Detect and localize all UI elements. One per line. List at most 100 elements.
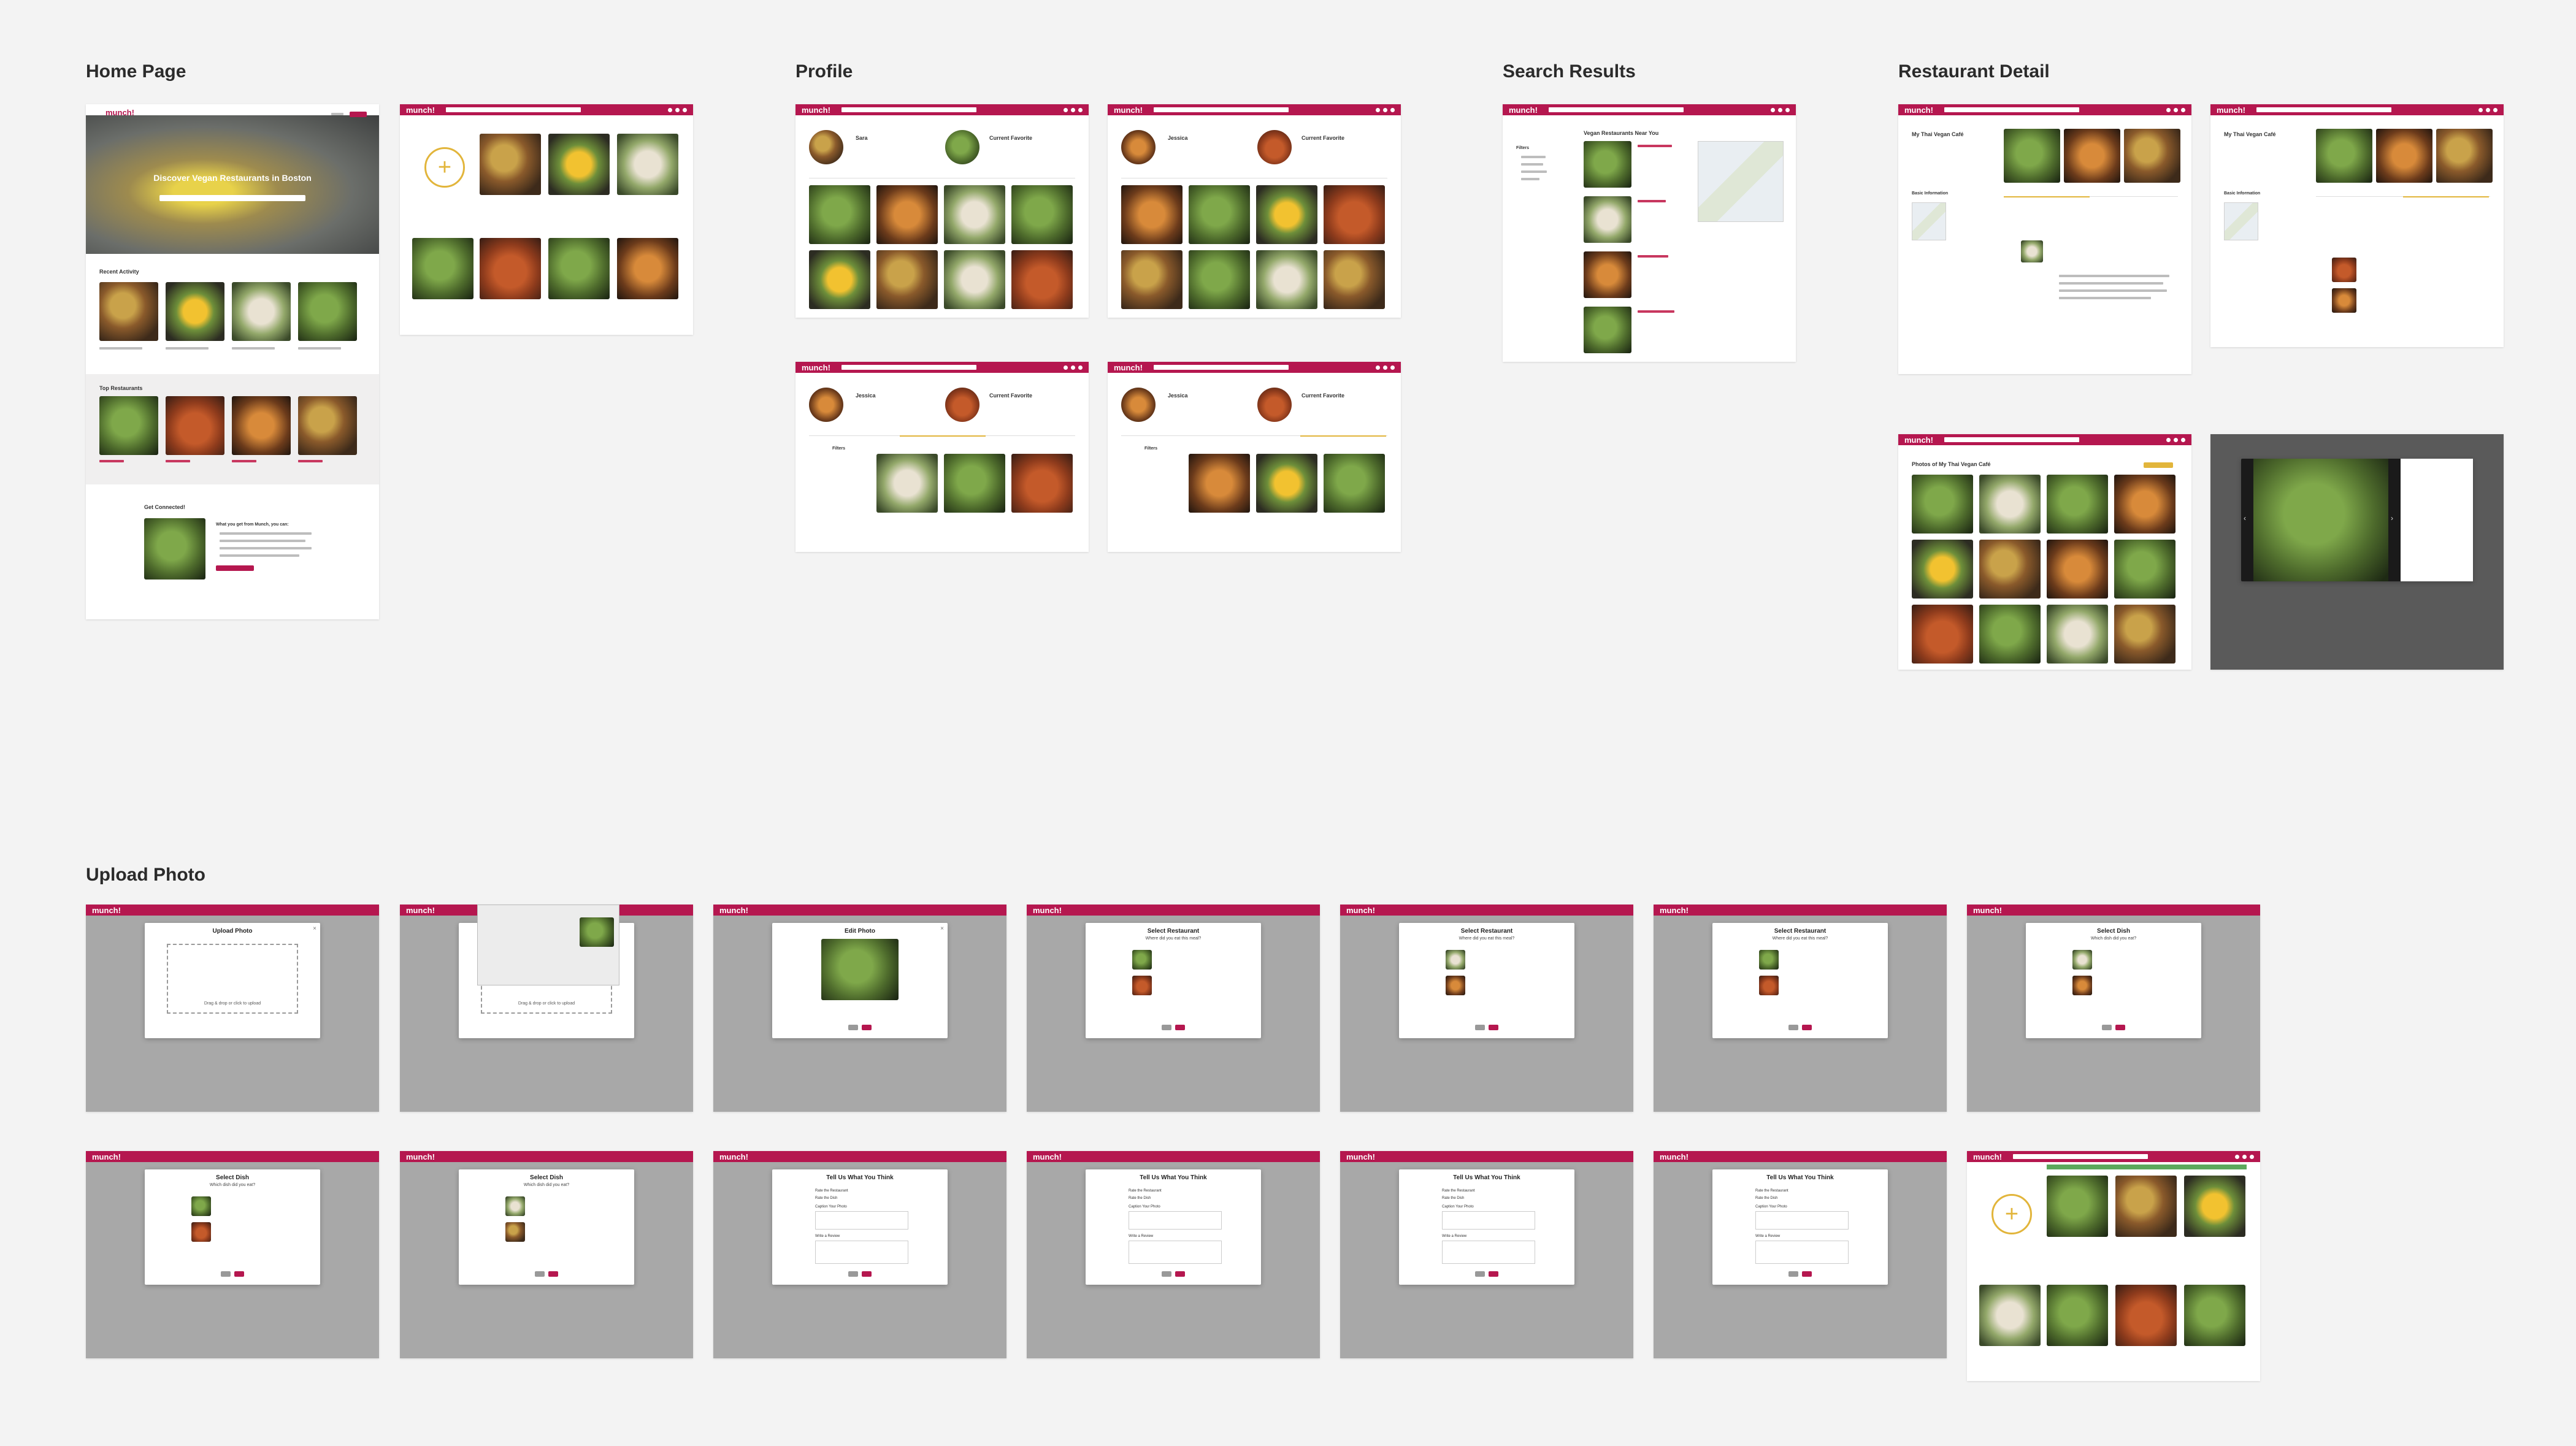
result-photo[interactable] xyxy=(1584,196,1631,243)
feed-photo[interactable] xyxy=(480,238,541,299)
avatar-icon[interactable] xyxy=(1390,107,1395,112)
upload-icon[interactable] xyxy=(1376,365,1380,370)
restaurant-photo[interactable] xyxy=(2124,129,2180,183)
filter-option[interactable] xyxy=(1521,170,1547,173)
avatar-icon[interactable] xyxy=(1390,365,1395,370)
feed-photo[interactable] xyxy=(2184,1176,2245,1237)
back-button[interactable] xyxy=(1788,1271,1798,1277)
filter-option[interactable] xyxy=(1521,178,1539,180)
profile-photo[interactable] xyxy=(1189,250,1250,309)
gallery-photo[interactable] xyxy=(1979,540,2041,599)
profile-photo[interactable] xyxy=(1256,185,1317,244)
avatar-icon[interactable] xyxy=(2250,1154,2254,1159)
upload-icon[interactable] xyxy=(1771,107,1775,112)
avatar-icon[interactable] xyxy=(1078,107,1083,112)
gallery-photo[interactable] xyxy=(2047,605,2108,664)
logo[interactable]: munch! xyxy=(1114,362,1143,372)
feed-photo[interactable] xyxy=(2047,1285,2108,1346)
logo[interactable]: munch! xyxy=(802,105,830,115)
back-button[interactable] xyxy=(2102,1025,2112,1030)
logo[interactable]: munch! xyxy=(1114,105,1143,115)
gallery-photo[interactable] xyxy=(1912,540,1973,599)
profile-tabs[interactable] xyxy=(809,173,1075,178)
feed-photo[interactable] xyxy=(480,134,541,195)
profile-photo[interactable] xyxy=(876,454,938,513)
feed-photo[interactable] xyxy=(617,238,678,299)
next-button[interactable] xyxy=(1175,1025,1185,1030)
drop-zone[interactable] xyxy=(167,944,298,1014)
next-button[interactable] xyxy=(1489,1271,1498,1277)
profile-photo[interactable] xyxy=(944,250,1005,309)
restaurant-name[interactable] xyxy=(298,460,323,462)
gallery-photo[interactable] xyxy=(1912,475,1973,534)
back-button[interactable] xyxy=(1162,1271,1171,1277)
filter-option[interactable] xyxy=(1521,163,1543,166)
result-photo[interactable] xyxy=(1584,141,1631,188)
profile-photo[interactable] xyxy=(944,454,1005,513)
profile-photo[interactable] xyxy=(1324,454,1385,513)
back-button[interactable] xyxy=(221,1271,231,1277)
logo[interactable]: munch! xyxy=(1509,105,1538,115)
gallery-photo[interactable] xyxy=(2114,540,2175,599)
logo[interactable]: munch! xyxy=(1973,1152,2002,1161)
restaurant-photo[interactable] xyxy=(2064,129,2120,183)
bell-icon[interactable] xyxy=(675,107,680,112)
logo[interactable]: munch! xyxy=(406,105,435,115)
hero-search-input[interactable] xyxy=(159,195,305,201)
location-map[interactable] xyxy=(2224,202,2258,240)
logo[interactable]: munch! xyxy=(92,1152,121,1161)
gallery-photo[interactable] xyxy=(1912,605,1973,664)
activity-photo[interactable] xyxy=(99,282,158,341)
restaurant-photo[interactable] xyxy=(298,396,357,455)
activity-photo[interactable] xyxy=(166,282,224,341)
upload-icon[interactable] xyxy=(1064,107,1068,112)
next-button[interactable] xyxy=(2115,1025,2125,1030)
logo[interactable]: munch! xyxy=(719,905,748,915)
restaurant-photo[interactable] xyxy=(232,396,291,455)
add-photo-button[interactable] xyxy=(2144,462,2173,468)
next-button[interactable] xyxy=(1802,1271,1812,1277)
bell-icon[interactable] xyxy=(1071,365,1075,370)
add-photo-icon[interactable]: + xyxy=(424,147,465,188)
gallery-photo[interactable] xyxy=(1979,605,2041,664)
logo[interactable]: munch! xyxy=(1660,1152,1689,1161)
profile-tabs[interactable] xyxy=(1121,430,1387,436)
upload-icon[interactable] xyxy=(1376,107,1380,112)
next-button[interactable] xyxy=(548,1271,558,1277)
upload-icon[interactable] xyxy=(1064,365,1068,370)
bell-icon[interactable] xyxy=(1383,365,1387,370)
avatar-icon[interactable] xyxy=(1078,365,1083,370)
bell-icon[interactable] xyxy=(2174,437,2178,442)
logo[interactable]: munch! xyxy=(1346,905,1375,915)
feed-photo[interactable] xyxy=(2184,1285,2245,1346)
back-button[interactable] xyxy=(1788,1025,1798,1030)
avatar-icon[interactable] xyxy=(2493,107,2497,112)
profile-photo[interactable] xyxy=(876,185,938,244)
edit-photo-preview[interactable] xyxy=(821,939,899,1000)
restaurant-option[interactable] xyxy=(1132,976,1152,995)
logo[interactable]: munch! xyxy=(1033,905,1062,915)
gallery-photo[interactable] xyxy=(2047,475,2108,534)
next-button[interactable] xyxy=(234,1271,244,1277)
avatar-icon[interactable] xyxy=(683,107,687,112)
caption-input[interactable] xyxy=(815,1211,908,1230)
logo[interactable]: munch! xyxy=(1033,1152,1062,1161)
review-input[interactable] xyxy=(1129,1241,1222,1264)
upload-icon[interactable] xyxy=(2478,107,2483,112)
review-input[interactable] xyxy=(1755,1241,1849,1264)
restaurant-photo[interactable] xyxy=(2316,129,2372,183)
caption-input[interactable] xyxy=(1442,1211,1535,1230)
profile-photo[interactable] xyxy=(809,185,870,244)
next-arrow-icon[interactable]: › xyxy=(2391,514,2393,522)
restaurant-option[interactable] xyxy=(1759,976,1779,995)
back-button[interactable] xyxy=(535,1271,545,1277)
back-button[interactable] xyxy=(848,1271,858,1277)
next-button[interactable] xyxy=(1802,1025,1812,1030)
profile-photo[interactable] xyxy=(876,250,938,309)
logo[interactable]: munch! xyxy=(719,1152,748,1161)
search-input[interactable] xyxy=(841,107,976,112)
search-input[interactable] xyxy=(2256,107,2391,112)
dish-option[interactable] xyxy=(191,1222,211,1242)
dish-option[interactable] xyxy=(505,1222,525,1242)
restaurant-name[interactable] xyxy=(232,460,256,462)
